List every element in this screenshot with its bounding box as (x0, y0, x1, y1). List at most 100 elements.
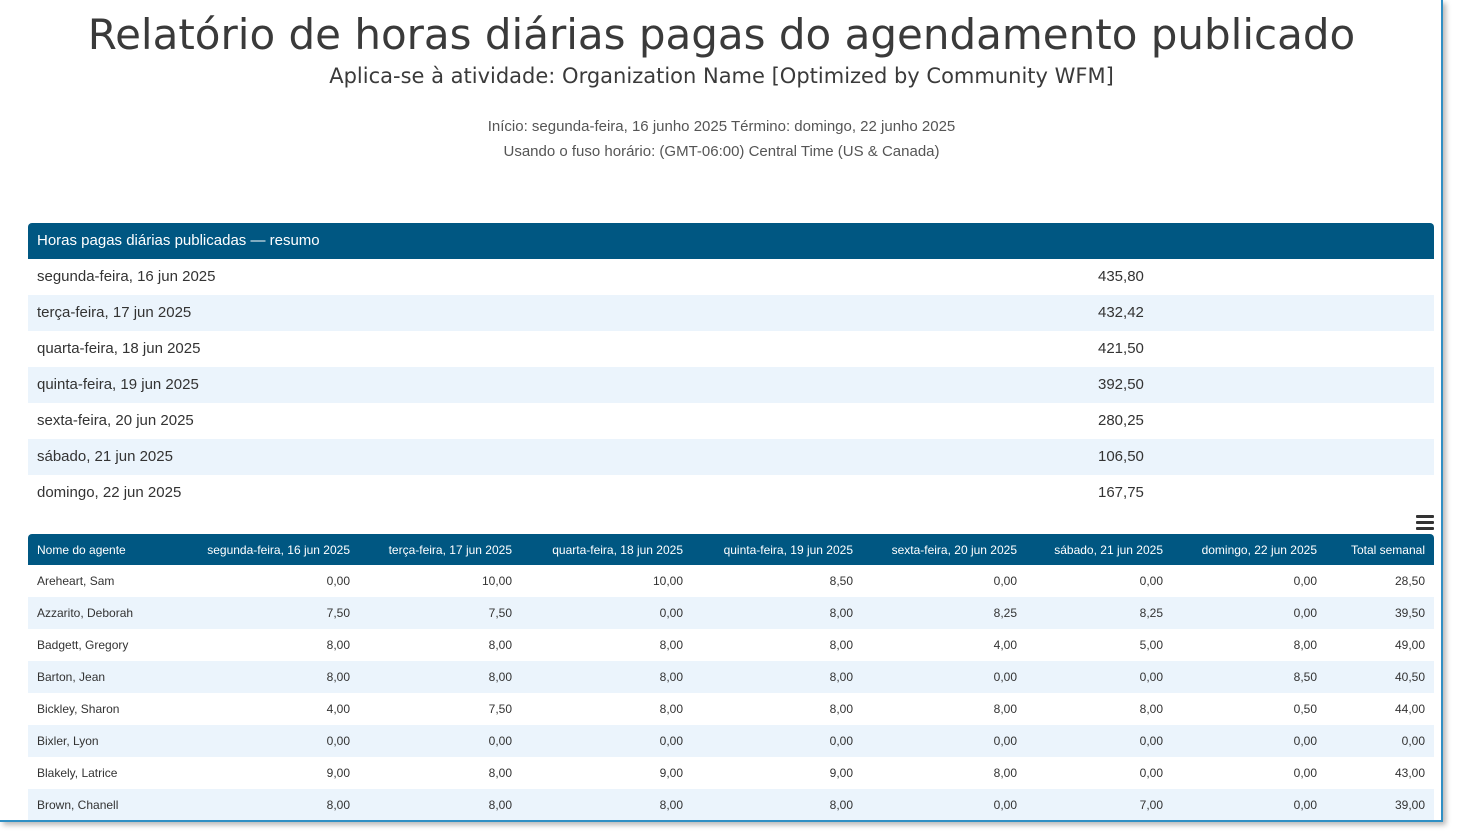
agent-name-cell: Badgett, Gregory (37, 638, 129, 652)
report-subtitle: Aplica-se à atividade: Organization Name… (329, 64, 1114, 88)
table-row: Bickley, Sharon 4,00 7,50 8,00 8,00 8,00 8,00 0… (28, 693, 1434, 725)
day-hours-cell: 0,00 (1293, 734, 1317, 748)
day-hours-cell: 8,00 (1293, 638, 1317, 652)
day-hours-cell: 0,00 (993, 734, 1017, 748)
summary-day: domingo, 22 jun 2025 (37, 484, 182, 501)
column-header-day[interactable]: quinta-feira, 19 jun 2025 (723, 542, 853, 557)
day-hours-cell: 9,00 (659, 766, 683, 780)
summary-row: terça-feira, 17 jun 2025 432,42 (28, 295, 1434, 331)
day-hours-cell: 8,00 (326, 638, 350, 652)
summary-day: quinta-feira, 19 jun 2025 (37, 376, 199, 393)
day-hours-cell: 8,00 (829, 798, 853, 812)
day-hours-cell: 8,00 (488, 670, 512, 684)
agent-name-cell: Barton, Jean (37, 670, 106, 684)
day-hours-cell: 10,00 (481, 574, 512, 588)
day-hours-cell: 8,00 (488, 798, 512, 812)
agents-table-body: Areheart, Sam 0,00 10,00 10,00 8,50 0,00 0,00 0… (28, 565, 1434, 820)
day-hours-cell: 8,50 (829, 574, 853, 588)
day-hours-cell: 8,00 (326, 670, 350, 684)
day-hours-cell: 8,50 (1293, 670, 1317, 684)
day-hours-cell: 0,50 (1293, 702, 1317, 716)
hamburger-menu-icon[interactable] (1416, 515, 1434, 530)
day-hours-cell: 7,50 (326, 606, 350, 620)
weekly-total-cell: 39,50 (1394, 606, 1425, 620)
column-header-day[interactable]: terça-feira, 17 jun 2025 (388, 542, 512, 557)
day-hours-cell: 8,00 (659, 638, 683, 652)
summary-value: 167,75 (1098, 484, 1144, 501)
agents-table: Nome do agente segunda-feira, 16 jun 202… (28, 534, 1434, 820)
day-hours-cell: 8,00 (326, 798, 350, 812)
day-hours-cell: 0,00 (659, 734, 683, 748)
column-header-agent-name[interactable]: Nome do agente (37, 542, 126, 557)
table-row: Bixler, Lyon 0,00 0,00 0,00 0,00 0,00 0,00 0,00… (28, 725, 1434, 757)
summary-value: 106,50 (1098, 448, 1144, 465)
summary-day: sábado, 21 jun 2025 (37, 448, 173, 465)
day-hours-cell: 4,00 (326, 702, 350, 716)
summary-row: segunda-feira, 16 jun 2025 435,80 (28, 259, 1434, 295)
date-range: Início: segunda-feira, 16 junho 2025 Tér… (487, 118, 956, 135)
summary-day: segunda-feira, 16 jun 2025 (37, 268, 216, 285)
day-hours-cell: 0,00 (659, 606, 683, 620)
summary-value: 280,25 (1098, 412, 1144, 429)
summary-header: Horas pagas diárias publicadas — resumo (28, 223, 1434, 259)
day-hours-cell: 0,00 (829, 734, 853, 748)
agent-name-cell: Bickley, Sharon (37, 702, 120, 716)
day-hours-cell: 8,00 (829, 702, 853, 716)
day-hours-cell: 8,00 (659, 670, 683, 684)
day-hours-cell: 7,50 (488, 606, 512, 620)
column-header-day[interactable]: sexta-feira, 20 jun 2025 (891, 542, 1017, 557)
day-hours-cell: 8,00 (659, 702, 683, 716)
weekly-total-cell: 39,00 (1394, 798, 1425, 812)
agent-name-cell: Brown, Chanell (37, 798, 119, 812)
day-hours-cell: 0,00 (1139, 734, 1163, 748)
column-header-weekly-total[interactable]: Total semanal (1350, 542, 1425, 557)
day-hours-cell: 0,00 (1293, 798, 1317, 812)
table-row: Badgett, Gregory 8,00 8,00 8,00 8,00 4,00 5,00… (28, 629, 1434, 661)
day-hours-cell: 0,00 (1293, 574, 1317, 588)
day-hours-cell: 8,00 (659, 798, 683, 812)
day-hours-cell: 0,00 (993, 798, 1017, 812)
agent-name-cell: Areheart, Sam (37, 574, 115, 588)
summary-value: 435,80 (1098, 268, 1144, 285)
report-page: Relatório de horas diárias pagas do agen… (0, 0, 1443, 822)
table-row: Areheart, Sam 0,00 10,00 10,00 8,50 0,00 0,00 0… (28, 565, 1434, 597)
table-row: Blakely, Latrice 9,00 8,00 9,00 9,00 8,00 0,00… (28, 757, 1434, 789)
summary-value: 392,50 (1098, 376, 1144, 393)
summary-row: domingo, 22 jun 2025 167,75 (28, 475, 1434, 511)
column-header-day[interactable]: domingo, 22 jun 2025 (1201, 542, 1317, 557)
day-hours-cell: 0,00 (993, 670, 1017, 684)
agents-header-row: Nome do agente segunda-feira, 16 jun 202… (28, 534, 1434, 565)
day-hours-cell: 8,00 (488, 766, 512, 780)
day-hours-cell: 0,00 (1293, 606, 1317, 620)
day-hours-cell: 9,00 (326, 766, 350, 780)
day-hours-cell: 8,25 (1139, 606, 1163, 620)
day-hours-cell: 7,00 (1139, 798, 1163, 812)
day-hours-cell: 0,00 (326, 734, 350, 748)
summary-day: quarta-feira, 18 jun 2025 (37, 340, 201, 357)
weekly-total-cell: 44,00 (1394, 702, 1425, 716)
day-hours-cell: 0,00 (326, 574, 350, 588)
day-hours-cell: 8,00 (993, 702, 1017, 716)
weekly-total-cell: 49,00 (1394, 638, 1425, 652)
report-title: Relatório de horas diárias pagas do agen… (87, 10, 1356, 59)
day-hours-cell: 10,00 (652, 574, 683, 588)
table-row: Brown, Chanell 8,00 8,00 8,00 8,00 0,00 7,00 0,… (28, 789, 1434, 820)
summary-row: quarta-feira, 18 jun 2025 421,50 (28, 331, 1434, 367)
column-header-day[interactable]: quarta-feira, 18 jun 2025 (552, 542, 683, 557)
weekly-total-cell: 43,00 (1394, 766, 1425, 780)
weekly-total-cell: 0,00 (1401, 734, 1425, 748)
agent-name-cell: Bixler, Lyon (37, 734, 99, 748)
day-hours-cell: 0,00 (1139, 574, 1163, 588)
day-hours-cell: 8,00 (993, 766, 1017, 780)
day-hours-cell: 8,00 (829, 606, 853, 620)
day-hours-cell: 5,00 (1139, 638, 1163, 652)
day-hours-cell: 8,25 (993, 606, 1017, 620)
column-header-day[interactable]: sábado, 21 jun 2025 (1054, 542, 1163, 557)
agent-name-cell: Blakely, Latrice (37, 766, 118, 780)
day-hours-cell: 4,00 (993, 638, 1017, 652)
column-header-day[interactable]: segunda-feira, 16 jun 2025 (207, 542, 350, 557)
day-hours-cell: 7,50 (488, 702, 512, 716)
summary-row: sábado, 21 jun 2025 106,50 (28, 439, 1434, 475)
day-hours-cell: 0,00 (1139, 670, 1163, 684)
weekly-total-cell: 28,50 (1394, 574, 1425, 588)
